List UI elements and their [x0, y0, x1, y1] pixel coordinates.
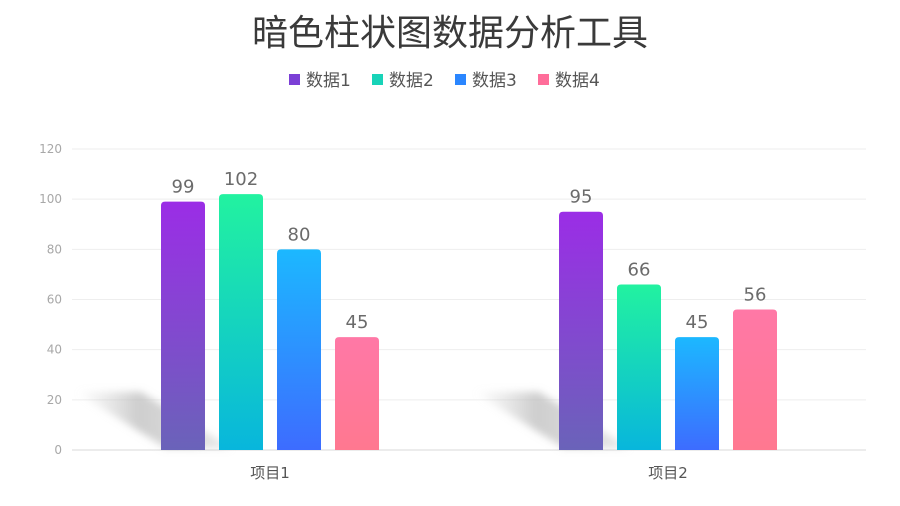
x-tick-label: 项目2: [648, 464, 688, 482]
y-tick-label: 60: [47, 293, 62, 307]
data-label: 66: [628, 259, 651, 280]
bar-shadow: [76, 392, 231, 448]
data-label: 45: [346, 312, 369, 333]
data-label: 102: [224, 169, 258, 190]
bar: [617, 284, 661, 450]
x-axis: 项目1 项目2: [250, 464, 688, 482]
bar: [219, 194, 263, 450]
data-label: 95: [570, 187, 593, 208]
chart-title: 暗色柱状图数据分析工具: [252, 13, 648, 54]
legend-label: 数据3: [472, 71, 517, 91]
data-label: 80: [288, 224, 311, 245]
data-label: 99: [172, 177, 195, 198]
data-label: 45: [686, 312, 709, 333]
y-tick-label: 0: [54, 443, 62, 457]
legend-swatch: [538, 74, 549, 85]
y-tick-label: 100: [39, 192, 62, 206]
data-labels: 99 102 80 45 95 66 45 56: [172, 169, 767, 333]
bars: [161, 194, 777, 450]
bar: [277, 249, 321, 450]
y-tick-label: 20: [47, 393, 62, 407]
y-tick-label: 120: [39, 142, 62, 156]
bar: [675, 337, 719, 450]
legend-swatch: [372, 74, 383, 85]
legend-swatch: [455, 74, 466, 85]
bar: [733, 309, 777, 450]
y-tick-label: 80: [47, 242, 62, 256]
legend: 数据1 数据2 数据3 数据4: [289, 71, 600, 91]
bar: [161, 201, 205, 450]
bar-shadow: [474, 392, 629, 448]
y-tick-label: 40: [47, 343, 62, 357]
data-label: 56: [744, 285, 767, 306]
legend-swatch: [289, 74, 300, 85]
x-tick-label: 项目1: [250, 464, 290, 482]
legend-label: 数据2: [389, 71, 434, 91]
legend-label: 数据1: [306, 71, 351, 91]
bar: [335, 337, 379, 450]
bar: [559, 211, 603, 450]
legend-label: 数据4: [555, 71, 600, 91]
